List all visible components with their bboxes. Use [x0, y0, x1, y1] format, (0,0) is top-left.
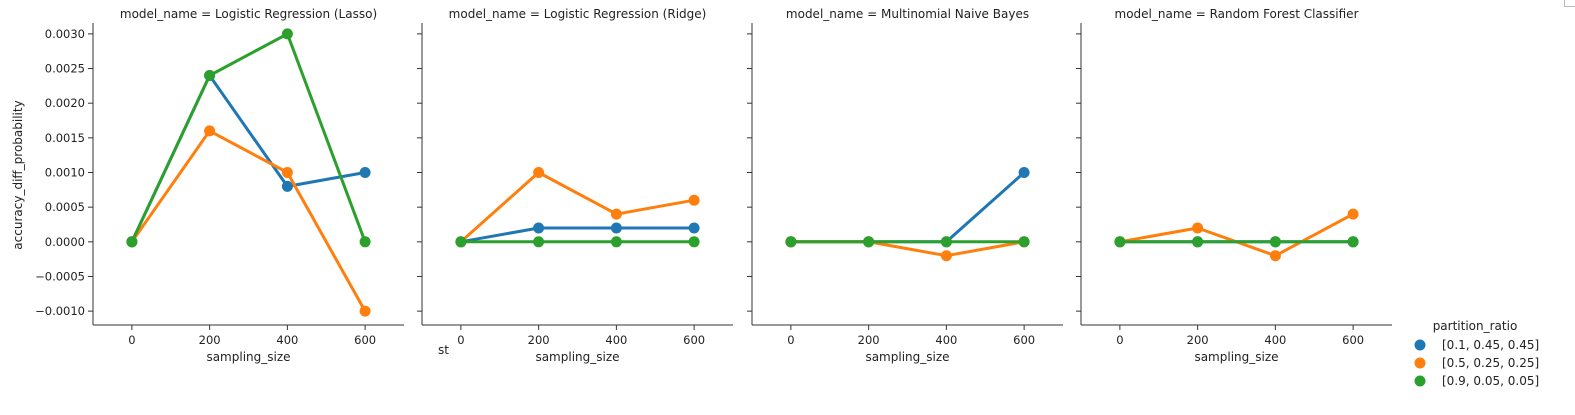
x-tick-label: 0 [457, 333, 464, 347]
series-line-1 [130, 74, 367, 244]
legend-entry-label: [0.5, 0.25, 0.25] [1442, 356, 1539, 370]
legend-marker [1414, 375, 1426, 387]
x-axis-label: sampling_size [865, 350, 949, 364]
corner-mark [1564, 0, 1575, 7]
series-line-2 [1118, 212, 1355, 258]
x-tick-label: 600 [1013, 333, 1035, 347]
legend: partition_ratio [0.1, 0.45, 0.45] [0.5, 0.… [1414, 319, 1539, 388]
series-line-2 [459, 171, 696, 244]
series-line-2 [130, 129, 367, 313]
x-tick-label: 400 [276, 333, 298, 347]
x-tick-label: 200 [528, 333, 550, 347]
x-tick-label: 0 [1116, 333, 1123, 347]
x-tick-label: 200 [199, 333, 221, 347]
x-axis-label: sampling_size [206, 350, 290, 364]
panel-3: model_name = Multinomial Naive Bayes 0 200… [747, 7, 1063, 364]
data-point [204, 125, 216, 137]
legend-entry-label: [0.9, 0.05, 0.05] [1442, 374, 1539, 388]
data-point [359, 167, 371, 178]
y-tick-label: 0.0025 [45, 62, 85, 76]
data-point [785, 236, 797, 248]
y-tick-label: 0.0010 [45, 166, 85, 180]
data-point [1269, 236, 1281, 248]
x-tick-label: 400 [935, 333, 957, 347]
panel-title: model_name = Logistic Regression (Ridge) [449, 7, 707, 21]
legend-title: partition_ratio [1433, 319, 1518, 333]
x-tick-label: 600 [1342, 333, 1364, 347]
x-axis-label: sampling_size [535, 350, 619, 364]
data-point [533, 167, 545, 178]
x-tick-label: 200 [1187, 333, 1209, 347]
data-point [455, 236, 467, 248]
legend-marker [1414, 339, 1426, 351]
data-point [281, 180, 293, 192]
data-point [1114, 236, 1126, 248]
data-point [1347, 236, 1359, 248]
data-point [1192, 236, 1204, 248]
series-line-1 [789, 171, 1026, 244]
y-tick-label: 0.0020 [45, 96, 85, 110]
x-tick-label: 600 [354, 333, 376, 347]
data-point [688, 236, 700, 248]
series-line-2 [789, 240, 1026, 258]
x-axis-label: sampling_size [1194, 350, 1278, 364]
stray-text: st [438, 343, 449, 357]
panel-title: model_name = Multinomial Naive Bayes [786, 7, 1029, 21]
panel-2: model_name = Logistic Regression (Ridge)… [417, 7, 733, 364]
x-tick-label: 0 [128, 333, 135, 347]
data-point [1347, 208, 1359, 220]
data-point [281, 28, 293, 40]
data-point [126, 236, 138, 248]
data-point [359, 236, 371, 248]
legend-entry-label: [0.1, 0.45, 0.45] [1442, 338, 1539, 352]
data-point [610, 222, 622, 234]
y-tick-label: 0.0005 [45, 200, 85, 214]
y-axis-label: accuracy_diff_probability [11, 100, 25, 249]
x-tick-label: 0 [787, 333, 794, 347]
x-tick-label: 400 [605, 333, 627, 347]
series-line-1 [459, 226, 696, 244]
data-point [688, 194, 700, 206]
x-tick-label: 400 [1264, 333, 1286, 347]
data-point [863, 236, 875, 248]
y-tick-label: −0.0005 [35, 269, 85, 283]
panel-4: model_name = Random Forest Classifier 0 20… [1076, 7, 1392, 364]
data-point [610, 208, 622, 220]
panel-title: model_name = Random Forest Classifier [1115, 7, 1359, 21]
data-point [533, 236, 545, 248]
data-point [1192, 222, 1204, 234]
data-point [1269, 250, 1281, 262]
legend-marker [1414, 357, 1426, 369]
series-line-3 [130, 32, 367, 244]
data-point [1018, 167, 1030, 178]
y-tick-label: 0.0015 [45, 131, 85, 145]
y-tick-label: 0.0030 [45, 27, 85, 41]
panel-title: model_name = Logistic Regression (Lasso) [120, 7, 377, 21]
data-point [359, 305, 371, 317]
data-point [533, 222, 545, 234]
y-tick-label: 0.0000 [45, 235, 85, 249]
y-tick-label: −0.0010 [35, 304, 85, 318]
panel-1: model_name = Logistic Regression (Lasso)… [35, 7, 404, 364]
data-point [940, 250, 952, 262]
data-point [688, 222, 700, 234]
data-point [281, 167, 293, 178]
data-point [610, 236, 622, 248]
data-point [1018, 236, 1030, 248]
data-point [940, 236, 952, 248]
x-tick-label: 600 [683, 333, 705, 347]
x-tick-label: 200 [858, 333, 880, 347]
data-point [204, 70, 216, 81]
